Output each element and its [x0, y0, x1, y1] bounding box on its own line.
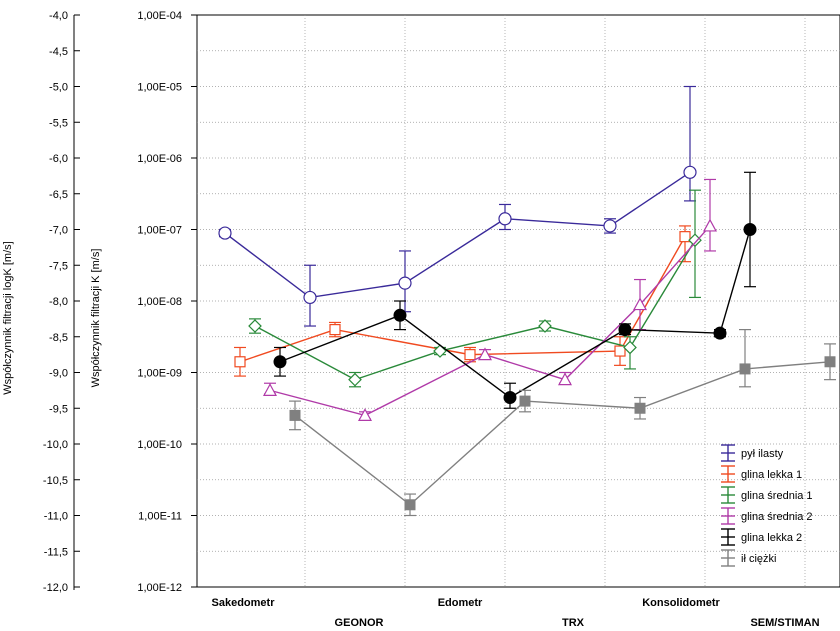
data-point — [679, 231, 691, 243]
k-tick-label: 1,00E-06 — [137, 153, 182, 165]
log-tick-label: -9,0 — [49, 368, 68, 380]
data-point — [688, 233, 702, 248]
log-tick-label: -7,0 — [49, 225, 68, 237]
category-label: GEONOR — [335, 617, 384, 629]
series-line — [269, 225, 711, 417]
k-tick-label: 1,00E-12 — [137, 582, 182, 594]
data-point — [519, 395, 531, 407]
log-tick-label: -9,5 — [49, 403, 68, 415]
data-point — [503, 391, 517, 405]
data-point — [303, 290, 317, 305]
series-glina-lekka-2 — [273, 171, 757, 409]
k-tick-label: 1,00E-04 — [137, 10, 182, 22]
log-tick-label: -5,0 — [49, 82, 68, 94]
data-point — [538, 319, 552, 333]
data-point — [273, 355, 287, 369]
legend: pył ilasty glina lekka 1 glina średnia 1 gl… — [721, 444, 813, 567]
legend-label: ił ciężki — [741, 553, 776, 565]
legend-item: glina średnia 1 — [721, 486, 813, 504]
data-point — [632, 297, 648, 311]
log-tick-label: -8,5 — [49, 332, 68, 344]
legend-label: glina średnia 2 — [741, 511, 813, 523]
data-point — [603, 219, 617, 233]
series-glina-średnia-2 — [262, 178, 718, 421]
legend-label: glina średnia 1 — [741, 490, 813, 502]
data-point — [248, 319, 262, 333]
log-tick-label: -7,5 — [49, 260, 68, 272]
log-tick-label: -4,0 — [49, 10, 68, 22]
category-label: SEM/STIMAN — [750, 617, 819, 629]
log-tick-label: -6,0 — [49, 153, 68, 165]
data-point — [218, 226, 232, 240]
data-point — [557, 372, 573, 386]
data-point — [234, 356, 246, 368]
legend-label: glina lekka 1 — [741, 469, 802, 481]
log-tick-label: -5,5 — [49, 117, 68, 129]
axis-ticks: -4,0 -4,5 -5,0 -5,5 -6,0 -6,5 -7,0 -7,5 -8,0 -8,5… — [43, 10, 197, 594]
series-ił-ciężki — [289, 329, 836, 517]
data-point — [634, 402, 646, 414]
legend-item: glina lekka 1 — [721, 465, 802, 483]
log-tick-label: -11,5 — [44, 546, 68, 558]
series-line — [279, 229, 751, 399]
k-tick-label: 1,00E-07 — [137, 225, 182, 237]
k-tick-label: 1,00E-11 — [138, 511, 182, 523]
series-glina-średnia-1 — [248, 189, 702, 388]
k-tick-label: 1,00E-10 — [137, 439, 182, 451]
series-pył-ilasty — [218, 85, 697, 327]
series-line — [224, 171, 691, 299]
legend-item: pył ilasty — [721, 444, 784, 462]
k-tick-label: 1,00E-05 — [137, 82, 182, 94]
data-point — [433, 344, 447, 358]
data-point — [683, 165, 697, 179]
data-point — [464, 349, 476, 361]
category-labels: Sakedometr GEONOR Edometr TRX Konsolidometr S… — [212, 597, 820, 629]
data-point — [357, 408, 373, 421]
data-point — [743, 223, 757, 236]
log-tick-label: -10,5 — [43, 475, 68, 487]
data-point — [498, 212, 512, 226]
data-point — [702, 218, 718, 232]
log-tick-label: -12,0 — [43, 582, 68, 594]
data-point — [477, 347, 493, 361]
legend-label: pył ilasty — [741, 448, 784, 460]
legend-label: glina lekka 2 — [741, 532, 802, 544]
data-point — [618, 323, 632, 337]
grid — [197, 15, 840, 587]
data-point — [398, 276, 412, 290]
data-point — [623, 340, 637, 355]
category-label: TRX — [562, 617, 585, 629]
y-axis-label-k: Współczynnik filtracji K [m/s] — [90, 249, 102, 388]
data-point — [713, 326, 727, 340]
series-line — [294, 361, 831, 506]
category-label: Sakedometr — [212, 597, 276, 609]
log-tick-label: -11,0 — [44, 511, 68, 523]
series-layer — [218, 85, 836, 517]
data-point — [329, 324, 341, 336]
series-glina-lekka-1 — [234, 225, 691, 377]
data-point — [739, 363, 751, 375]
legend-item: glina lekka 2 — [721, 528, 802, 546]
category-label: Edometr — [438, 597, 483, 609]
data-point — [262, 383, 278, 396]
data-point — [348, 372, 362, 387]
k-tick-label: 1,00E-08 — [137, 296, 182, 308]
k-tick-label: 1,00E-09 — [137, 368, 182, 380]
y-axis-label-log: Współczynnik filtracji logK [m/s] — [2, 241, 14, 394]
log-tick-label: -8,0 — [49, 296, 68, 308]
log-tick-label: -10,0 — [43, 439, 68, 451]
legend-item: glina średnia 2 — [721, 507, 813, 525]
legend-item: ił ciężki — [721, 549, 776, 567]
log-tick-label: -6,5 — [49, 189, 68, 201]
data-point — [289, 409, 301, 421]
category-label: Konsolidometr — [642, 597, 720, 609]
log-tick-label: -4,5 — [49, 46, 68, 58]
data-point — [824, 356, 836, 368]
data-point — [393, 308, 407, 322]
data-point — [404, 499, 416, 511]
data-point — [614, 345, 626, 357]
